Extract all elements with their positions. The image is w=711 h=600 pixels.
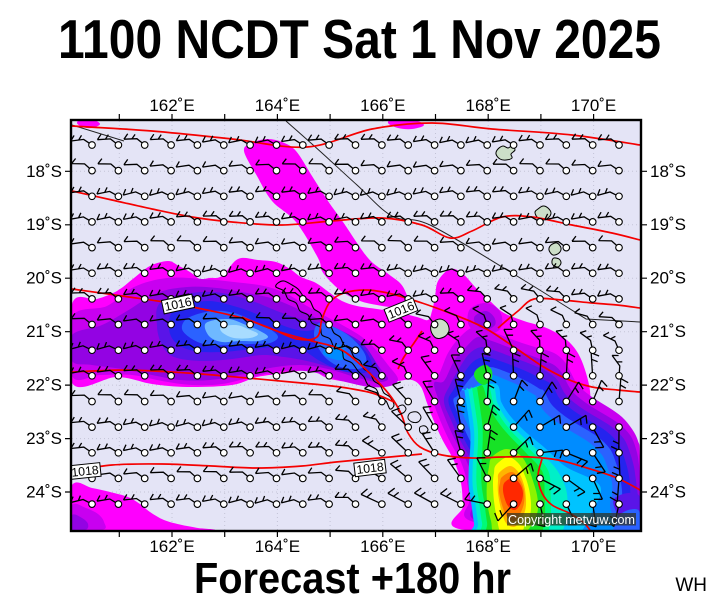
svg-text:1018: 1018 bbox=[356, 460, 385, 477]
svg-text:168˚E: 168˚E bbox=[466, 96, 511, 115]
svg-text:20˚S: 20˚S bbox=[26, 269, 62, 288]
svg-text:Copyright metvuw.com: Copyright metvuw.com bbox=[508, 512, 635, 527]
svg-text:162˚E: 162˚E bbox=[149, 537, 194, 556]
svg-text:1100 NCDT Sat 1 Nov 2025: 1100 NCDT Sat 1 Nov 2025 bbox=[58, 8, 661, 70]
svg-text:166˚E: 166˚E bbox=[360, 537, 405, 556]
svg-text:18˚S: 18˚S bbox=[650, 162, 686, 181]
svg-text:23˚S: 23˚S bbox=[26, 429, 62, 448]
svg-text:170˚E: 170˚E bbox=[571, 96, 616, 115]
svg-text:Forecast +180 hr: Forecast +180 hr bbox=[194, 554, 511, 600]
svg-text:1016: 1016 bbox=[163, 295, 193, 314]
svg-text:162˚E: 162˚E bbox=[149, 96, 194, 115]
svg-text:23˚S: 23˚S bbox=[650, 429, 686, 448]
svg-text:168˚E: 168˚E bbox=[466, 537, 511, 556]
svg-text:WH: WH bbox=[675, 575, 707, 596]
svg-text:21˚S: 21˚S bbox=[26, 322, 62, 341]
svg-text:20˚S: 20˚S bbox=[650, 269, 686, 288]
svg-text:22˚S: 22˚S bbox=[26, 376, 62, 395]
svg-text:18˚S: 18˚S bbox=[26, 162, 62, 181]
svg-text:19˚S: 19˚S bbox=[650, 215, 686, 234]
svg-text:170˚E: 170˚E bbox=[571, 537, 616, 556]
svg-text:24˚S: 24˚S bbox=[650, 483, 686, 502]
svg-text:22˚S: 22˚S bbox=[650, 376, 686, 395]
svg-text:24˚S: 24˚S bbox=[26, 483, 62, 502]
svg-text:1018: 1018 bbox=[71, 463, 100, 480]
svg-text:164˚E: 164˚E bbox=[255, 96, 300, 115]
svg-text:164˚E: 164˚E bbox=[255, 537, 300, 556]
svg-text:166˚E: 166˚E bbox=[360, 96, 405, 115]
svg-text:21˚S: 21˚S bbox=[650, 322, 686, 341]
svg-text:19˚S: 19˚S bbox=[26, 215, 62, 234]
